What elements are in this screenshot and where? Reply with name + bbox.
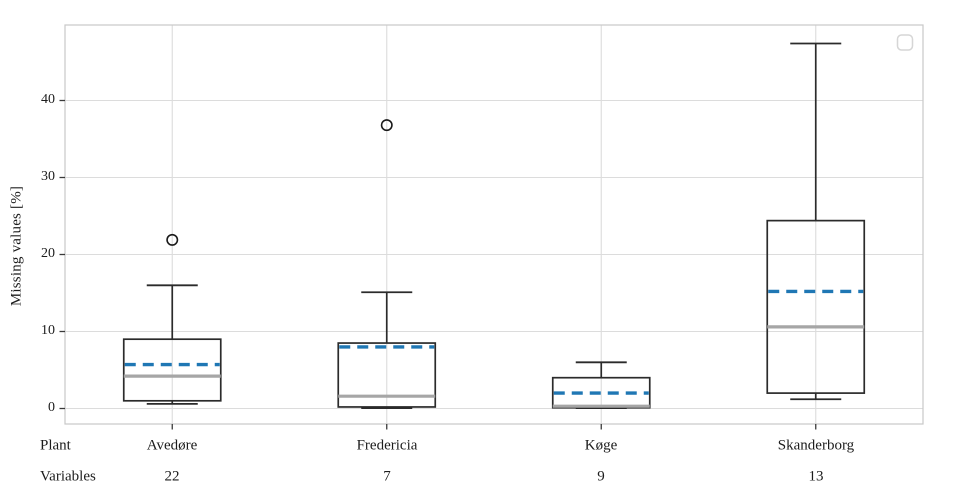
outlier-marker — [166, 233, 179, 246]
iqr-box — [337, 342, 437, 408]
category-label-koge: Køge — [584, 437, 618, 454]
iqr-box — [766, 219, 866, 394]
y-tick-label-40: 40 — [41, 92, 55, 107]
y-tick-label-30: 30 — [41, 169, 55, 184]
iqr-box — [122, 338, 222, 402]
category-label-avedore: Avedøre — [146, 437, 198, 454]
variable-count-skanderborg: 13 — [808, 468, 824, 485]
row-label-variables: Variables — [40, 468, 96, 485]
y-tick-label-10: 10 — [41, 323, 55, 338]
variable-count-avedore: 22 — [164, 468, 180, 485]
legend-box — [896, 34, 914, 51]
category-label-fredericia: Fredericia — [356, 437, 418, 454]
y-tick-label-0: 0 — [48, 400, 55, 415]
outlier-marker — [380, 119, 393, 132]
y-tick-label-20: 20 — [41, 246, 55, 261]
row-label-plant: Plant — [40, 437, 71, 454]
variable-count-koge: 9 — [597, 468, 605, 485]
category-label-skanderborg: Skanderborg — [777, 437, 855, 454]
plot-border — [64, 24, 924, 425]
variable-count-fredericia: 7 — [383, 468, 391, 485]
